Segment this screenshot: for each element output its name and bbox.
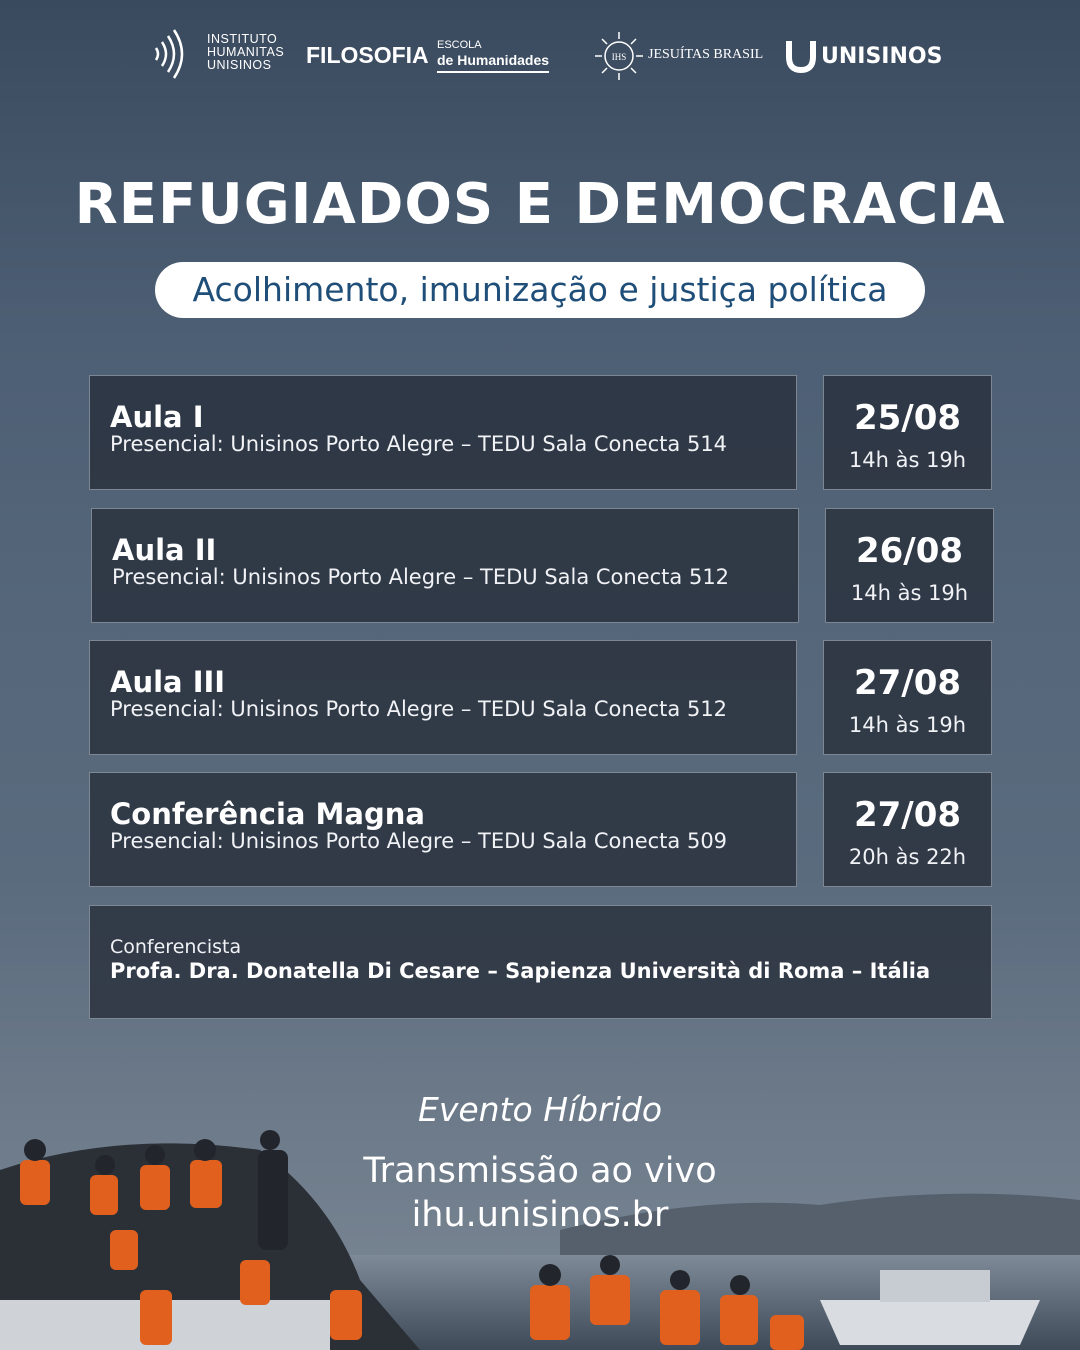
title: REFUGIADOS E DEMOCRACIA [74,172,1006,237]
logo-text: UNISINOS [207,58,272,72]
speaker-name: Profa. Dra. Donatella Di Cesare – Sapien… [110,959,931,983]
session-location: Presencial: Unisinos Porto Alegre – TEDU… [112,565,730,589]
session-name: Aula II [112,533,217,567]
session-date: 27/08 [853,795,962,835]
session-box: Aula I Presencial: Unisinos Porto Alegre … [89,375,797,490]
session-location: Presencial: Unisinos Porto Alegre – TEDU… [110,829,728,853]
session-location: Presencial: Unisinos Porto Alegre – TEDU… [110,432,728,456]
logo-text: ESCOLA [437,39,482,51]
date-box: 26/08 14h às 19h [825,508,994,623]
date-box: 25/08 14h às 19h [823,375,992,490]
session-name: Aula I [110,400,204,434]
subtitle: Acolhimento, imunização e justiça políti… [155,262,925,318]
humanitas-icon [154,29,184,79]
website: ihu.unisinos.br [411,1195,669,1235]
stream-text: Transmissão ao vivo [363,1151,717,1191]
unisinos-logo: UNISINOS [821,44,943,69]
session-date: 27/08 [853,663,962,703]
session-location: Presencial: Unisinos Porto Alegre – TEDU… [110,697,728,721]
date-box: 27/08 14h às 19h [823,640,992,755]
session-box: Conferência Magna Presencial: Unisinos Po… [89,772,797,887]
unisinos-icon [786,41,816,73]
session-box: Aula III Presencial: Unisinos Porto Alegr… [89,640,797,755]
session-time: 14h às 19h [848,448,967,472]
logo-text: HUMANITAS [207,45,285,59]
session-date: 26/08 [855,531,964,571]
logo-text: de Humanidades [437,53,550,73]
date-box: 27/08 20h às 22h [823,772,992,887]
session-box: Aula II Presencial: Unisinos Porto Alegre… [91,508,799,623]
logo-text: IHS [612,52,627,62]
event-mode: Evento Híbrido [417,1090,663,1129]
session-name: Conferência Magna [110,797,425,831]
jesuitas-icon: IHS [595,32,643,80]
session-name: Aula III [110,665,226,699]
session-time: 14h às 19h [850,581,969,605]
instituto-logo: INSTITUTO HUMANITAS UNISINOS [207,33,284,72]
filosofia-logo: FILOSOFIA [306,42,429,68]
jesuitas-logo: JESUÍTAS BRASIL [648,47,764,62]
session-date: 25/08 [853,398,962,438]
session-time: 20h às 22h [848,845,967,869]
escola-logo: ESCOLA de Humanidades [437,38,550,73]
logo-text: INSTITUTO [207,32,278,46]
session-time: 14h às 19h [848,713,967,737]
speaker-box: Conferencista Profa. Dra. Donatella Di C… [89,905,992,1019]
speaker-label: Conferencista [110,936,242,958]
